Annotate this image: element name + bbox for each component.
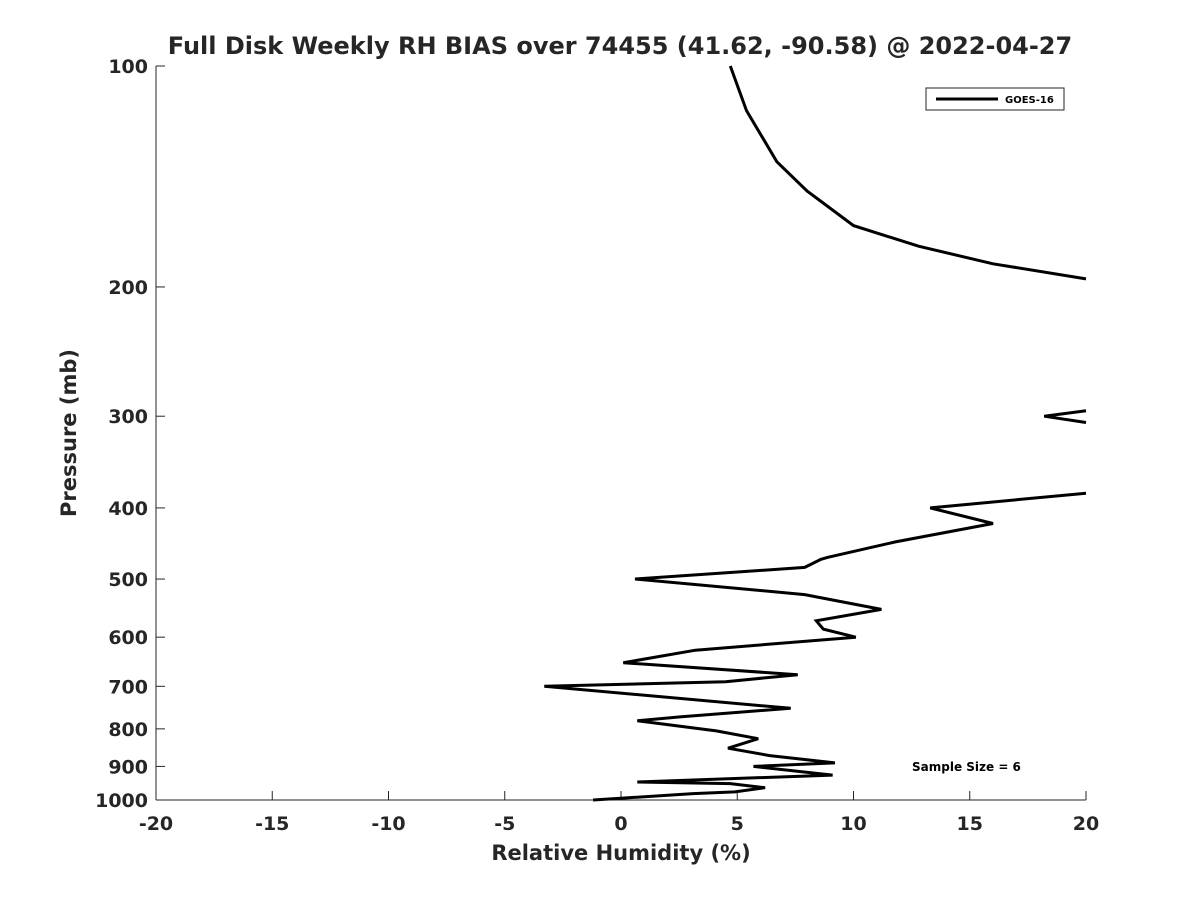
y-tick-label: 1000: [95, 790, 148, 812]
x-tick-label: -10: [371, 813, 405, 835]
x-tick-label: -15: [255, 813, 289, 835]
sample-size-annotation: Sample Size = 6: [912, 760, 1021, 774]
plot-area: [155, 66, 1086, 801]
y-tick-label: 700: [108, 676, 148, 698]
y-tick-label: 900: [108, 756, 148, 778]
x-tick-label: -5: [494, 813, 515, 835]
x-tick-label: 5: [731, 813, 744, 835]
series-line-goes-16: [1043, 409, 1087, 424]
x-tick-label: -20: [139, 813, 173, 835]
x-tick-label: 15: [957, 813, 983, 835]
chart-title: Full Disk Weekly RH BIAS over 74455 (41.…: [168, 32, 1072, 60]
legend: GOES-16: [925, 87, 1065, 111]
y-tick-label: 400: [108, 498, 148, 520]
series-group: [544, 65, 1087, 802]
y-tick-label: 600: [108, 627, 148, 649]
series-line-goes-16: [728, 65, 1087, 281]
y-ticks: 100 200 300 400 500 600 700 800 900 1000: [95, 56, 165, 812]
x-tick-label: 10: [840, 813, 866, 835]
x-tick-label: 20: [1073, 813, 1099, 835]
x-ticks: -20 -15 -10 -5 0 5 10 15 20: [139, 791, 1099, 835]
series-line-goes-16: [544, 491, 1087, 802]
x-axis-label: Relative Humidity (%): [491, 841, 750, 865]
y-tick-label: 300: [108, 406, 148, 428]
x-tick-label: 0: [614, 813, 627, 835]
y-tick-label: 500: [108, 569, 148, 591]
y-axis-label: Pressure (mb): [57, 349, 81, 517]
legend-label-goes-16: GOES-16: [1005, 95, 1054, 106]
y-tick-label: 100: [108, 56, 148, 78]
y-tick-label: 800: [108, 719, 148, 741]
y-tick-label: 200: [108, 277, 148, 299]
